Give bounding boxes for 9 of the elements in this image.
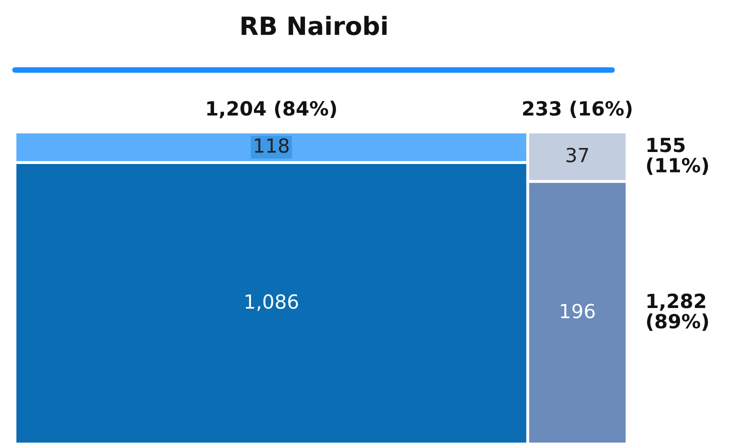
chart-title: RB Nairobi: [242, 16, 387, 36]
data-label: 118: [254, 138, 289, 153]
x-tick-label: 233 (16%): [523, 100, 632, 118]
data-label: 1,086: [246, 294, 298, 311]
y-tick-label: 155 (11%): [647, 138, 708, 175]
data-label: 37: [566, 148, 588, 162]
data-label: 196: [560, 304, 595, 318]
x-tick-label: 1,204 (84%): [207, 100, 336, 118]
y-tick-label: 1,282 (89%): [647, 294, 708, 331]
